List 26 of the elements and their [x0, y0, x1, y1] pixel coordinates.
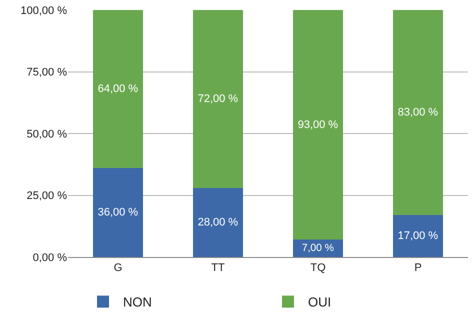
data-label: 83,00 %: [398, 106, 438, 119]
legend-label: OUI: [308, 294, 332, 310]
data-label: 64,00 %: [98, 83, 138, 96]
bar: [193, 10, 243, 188]
data-label: 93,00 %: [298, 118, 338, 131]
data-label: 36,00 %: [98, 206, 138, 219]
bar: [93, 168, 143, 257]
legend-label: NON: [123, 294, 152, 310]
data-label: 28,00 %: [198, 216, 238, 228]
y-tick-label: 0,00 %: [32, 252, 68, 264]
y-tick-label: 75,00 %: [26, 66, 68, 79]
y-tick-label: 100,00 %: [20, 4, 68, 17]
y-tick-label: 25,00 %: [26, 190, 68, 202]
data-label: 7,00 %: [302, 243, 334, 254]
bar: [393, 10, 443, 216]
y-tick-label: 50,00 %: [26, 128, 68, 140]
data-label: 17,00 %: [398, 230, 438, 242]
x-tick-label: TT: [211, 262, 225, 274]
bar: [93, 10, 143, 168]
x-tick-label: G: [114, 262, 122, 274]
data-label: 72,00 %: [198, 92, 238, 105]
bar: [193, 188, 243, 257]
x-tick-label: TQ: [310, 262, 326, 274]
bar: [393, 215, 443, 257]
bar: [293, 10, 343, 240]
x-tick-label: P: [414, 262, 422, 274]
